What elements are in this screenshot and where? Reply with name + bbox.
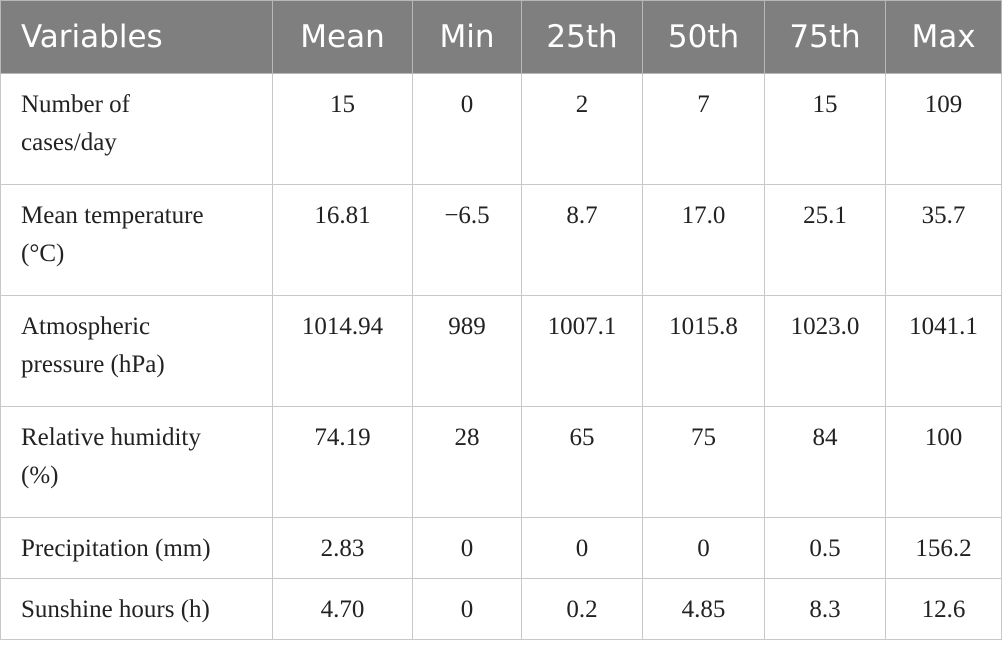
cell: 1015.8 [642,295,765,407]
cell: 0 [642,517,765,579]
row-label: Relative humidity (%) [0,406,273,518]
row-label: Precipitation (mm) [0,517,273,579]
column-header: Max [885,0,1002,74]
table-body: Number of cases/day 15 0 2 7 15 109 Mean temper… [0,73,1002,640]
column-header: 25th [521,0,643,74]
cell: 12.6 [885,578,1002,640]
cell: −6.5 [412,184,522,296]
cell: 0.2 [521,578,643,640]
cell: 100 [885,406,1002,518]
cell: 15 [764,73,886,185]
cell: 7 [642,73,765,185]
cell: 109 [885,73,1002,185]
cell: 156.2 [885,517,1002,579]
column-header: 75th [764,0,886,74]
cell: 2 [521,73,643,185]
header-row: Variables Mean Min 25th 50th 75th Max [0,0,1002,74]
cell: 8.7 [521,184,643,296]
cell: 75 [642,406,765,518]
row-label: Atmospheric pressure (hPa) [0,295,273,407]
cell: 8.3 [764,578,886,640]
cell: 1041.1 [885,295,1002,407]
cell: 28 [412,406,522,518]
cell: 0.5 [764,517,886,579]
table-row: Mean temperature (°C) 16.81 −6.5 8.7 17.0 25.… [0,184,1002,296]
column-header: Variables [0,0,273,74]
cell: 1014.94 [272,295,413,407]
table-row: Precipitation (mm) 2.83 0 0 0 0.5 156.2 [0,517,1002,579]
cell: 0 [412,73,522,185]
table-row: Atmospheric pressure (hPa) 1014.94 989 1007… [0,295,1002,407]
table-row: Sunshine hours (h) 4.70 0 0.2 4.85 8.3 12.6 [0,578,1002,640]
cell: 0 [521,517,643,579]
cell: 16.81 [272,184,413,296]
cell: 84 [764,406,886,518]
row-label: Number of cases/day [0,73,273,185]
column-header: Min [412,0,522,74]
cell: 4.85 [642,578,765,640]
cell: 17.0 [642,184,765,296]
cell: 74.19 [272,406,413,518]
cell: 65 [521,406,643,518]
table-row: Relative humidity (%) 74.19 28 65 75 84 100 [0,406,1002,518]
row-label: Sunshine hours (h) [0,578,273,640]
column-header: 50th [642,0,765,74]
row-label: Mean temperature (°C) [0,184,273,296]
cell: 15 [272,73,413,185]
cell: 25.1 [764,184,886,296]
cell: 35.7 [885,184,1002,296]
cell: 0 [412,517,522,579]
cell: 989 [412,295,522,407]
cell: 1023.0 [764,295,886,407]
table-row: Number of cases/day 15 0 2 7 15 109 [0,73,1002,185]
cell: 1007.1 [521,295,643,407]
cell: 4.70 [272,578,413,640]
data-table: Variables Mean Min 25th 50th 75th Max Number o… [0,0,1002,640]
cell: 2.83 [272,517,413,579]
column-header: Mean [272,0,413,74]
cell: 0 [412,578,522,640]
